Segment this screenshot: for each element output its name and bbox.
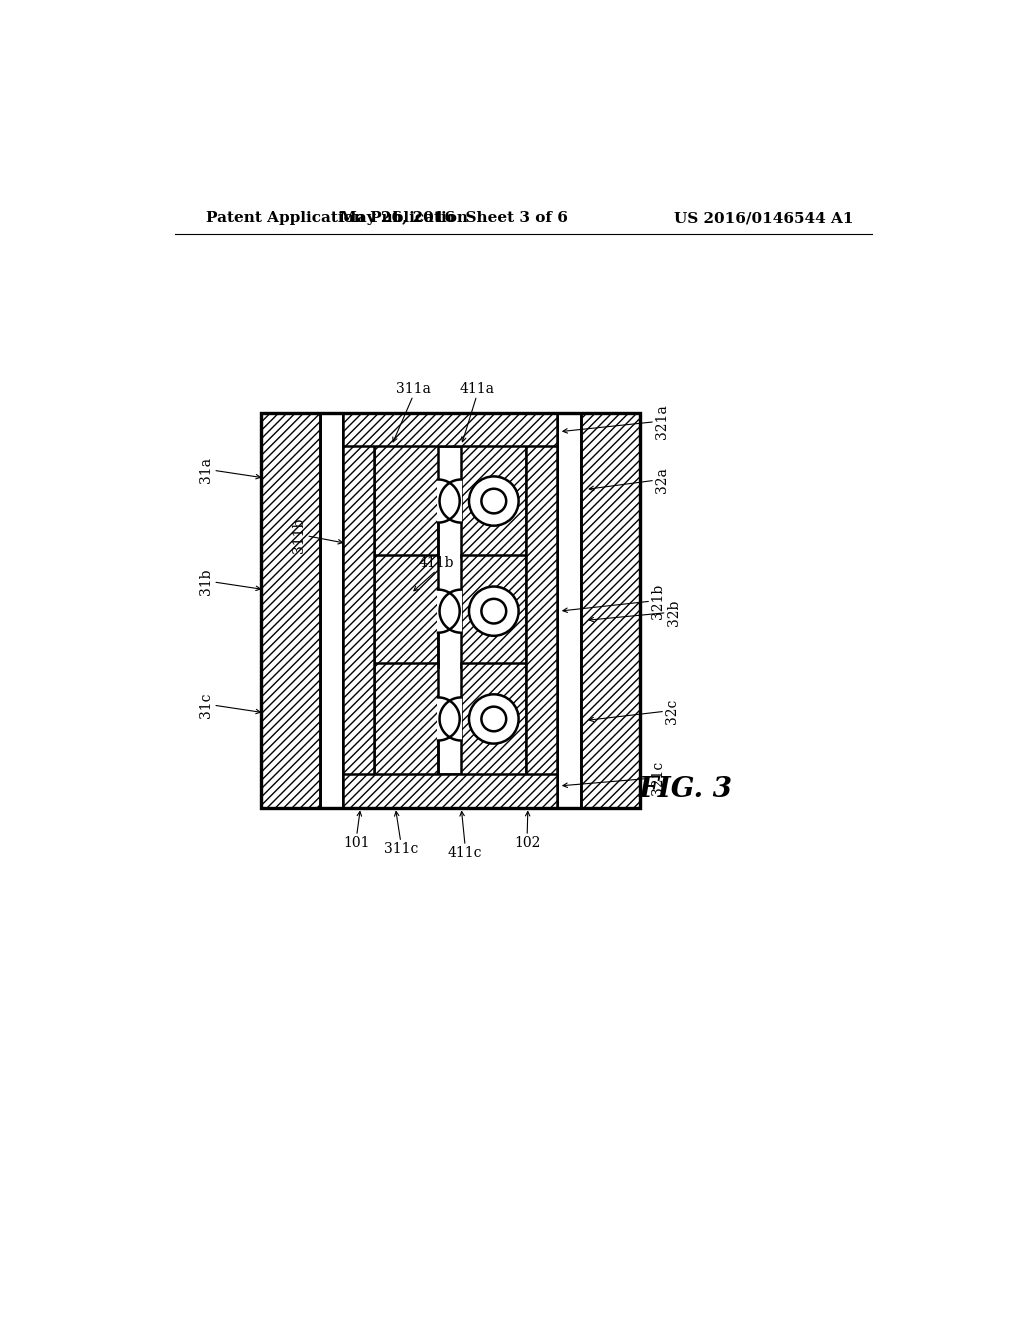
Text: 32c: 32c: [665, 698, 679, 723]
Text: 311b: 311b: [292, 517, 306, 553]
Text: 31b: 31b: [200, 569, 213, 595]
Circle shape: [481, 599, 506, 623]
Text: 321b: 321b: [651, 583, 666, 619]
Text: 31c: 31c: [200, 693, 213, 718]
Bar: [343, 775, 557, 808]
Circle shape: [469, 586, 518, 636]
Text: 311c: 311c: [384, 842, 418, 857]
Text: 321c: 321c: [651, 762, 666, 796]
Text: 31a: 31a: [200, 457, 213, 483]
Text: 102: 102: [514, 836, 541, 850]
Bar: [461, 663, 526, 775]
Bar: [526, 412, 557, 808]
Circle shape: [469, 477, 518, 525]
Bar: [261, 412, 640, 808]
Bar: [343, 775, 557, 808]
Text: 32b: 32b: [667, 599, 681, 626]
Text: 411b: 411b: [419, 556, 455, 570]
Circle shape: [481, 488, 506, 513]
Circle shape: [481, 706, 506, 731]
Text: US 2016/0146544 A1: US 2016/0146544 A1: [674, 211, 853, 226]
Polygon shape: [439, 590, 461, 632]
Bar: [557, 412, 581, 808]
Text: 101: 101: [343, 836, 370, 850]
Bar: [261, 412, 640, 808]
Bar: [343, 412, 375, 808]
Bar: [526, 412, 557, 808]
Text: May 26, 2016  Sheet 3 of 6: May 26, 2016 Sheet 3 of 6: [340, 211, 567, 226]
Bar: [343, 412, 375, 808]
Text: FIG. 3: FIG. 3: [639, 776, 733, 804]
Bar: [321, 412, 343, 808]
Bar: [261, 412, 321, 808]
Polygon shape: [438, 479, 460, 523]
Text: 411c: 411c: [447, 846, 482, 861]
Text: Patent Application Publication: Patent Application Publication: [206, 211, 468, 226]
Text: 411a: 411a: [459, 381, 495, 396]
Bar: [375, 445, 438, 557]
Polygon shape: [438, 697, 460, 741]
Polygon shape: [438, 590, 460, 632]
Polygon shape: [439, 479, 461, 523]
Bar: [581, 412, 640, 808]
Polygon shape: [439, 697, 461, 741]
Bar: [343, 413, 557, 446]
Circle shape: [469, 694, 518, 743]
Text: 321a: 321a: [655, 404, 669, 440]
Bar: [375, 554, 438, 668]
Bar: [375, 663, 438, 775]
Bar: [461, 445, 526, 557]
Bar: [343, 413, 557, 446]
Text: 311a: 311a: [395, 381, 431, 396]
Bar: [461, 554, 526, 668]
Text: 32a: 32a: [655, 467, 669, 494]
